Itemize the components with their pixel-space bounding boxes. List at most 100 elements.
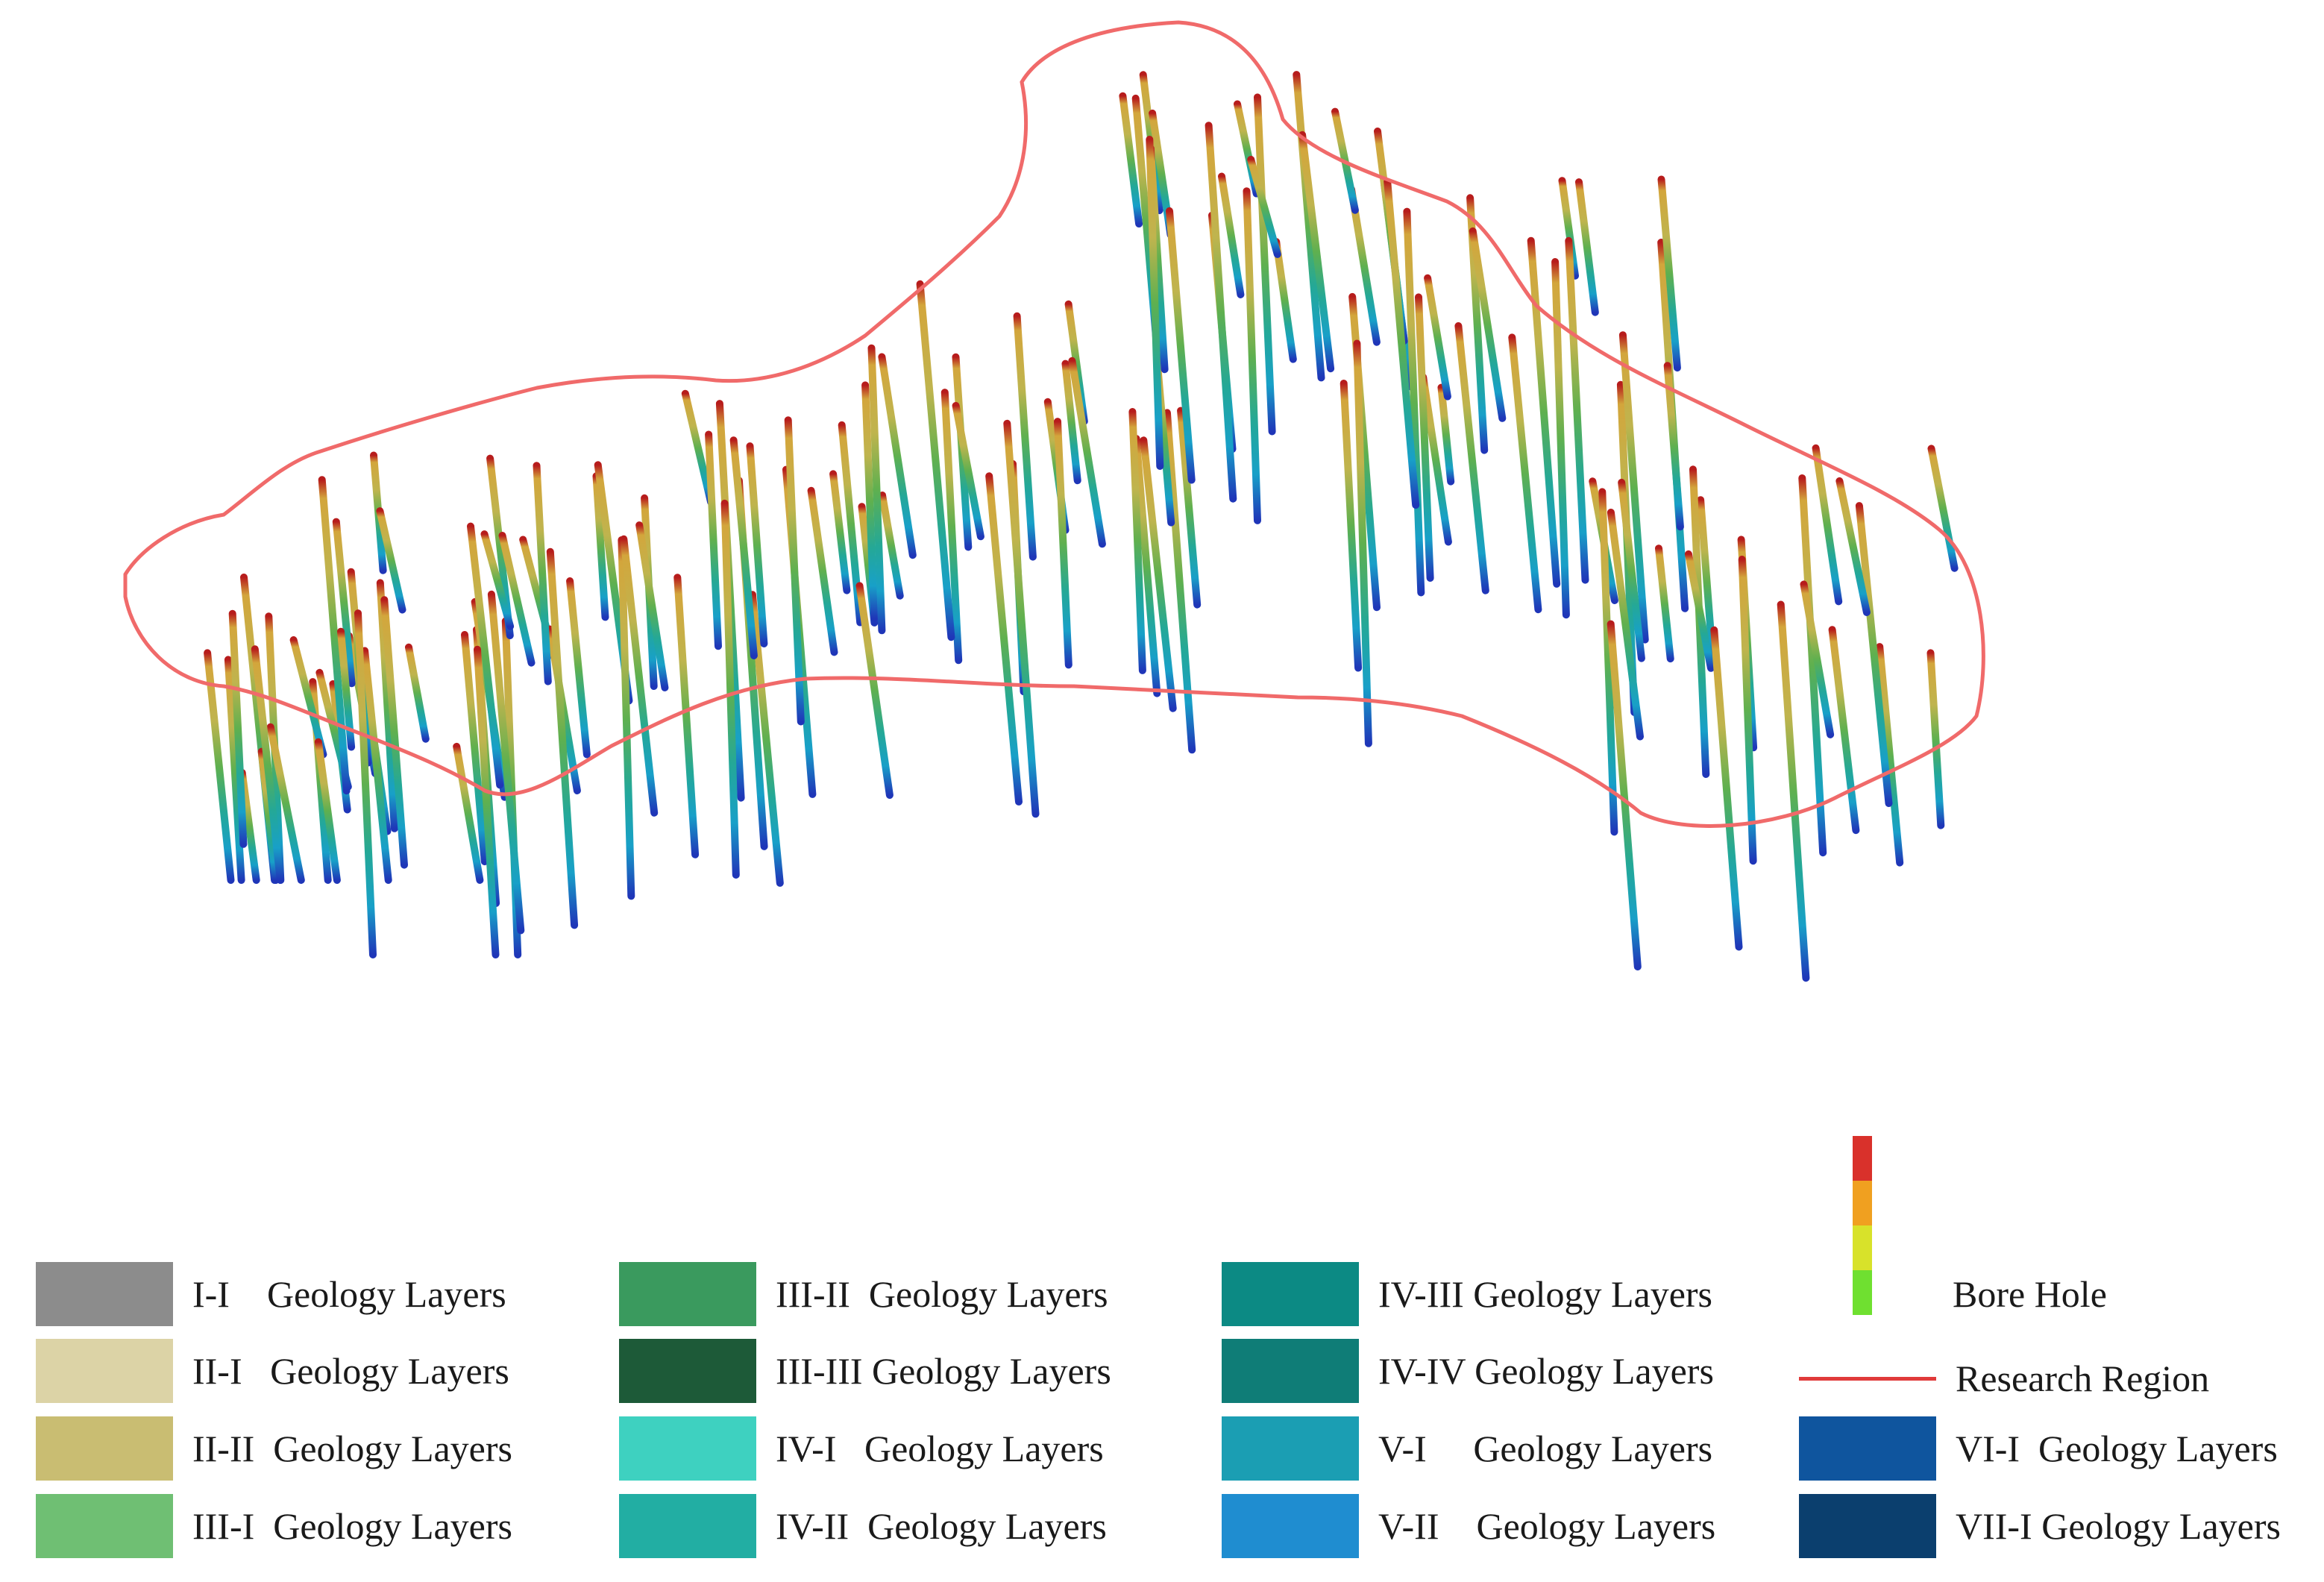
layer-label: V-II Geology Layers: [1378, 1505, 1716, 1547]
layer-label: IV-II Geology Layers: [776, 1505, 1107, 1547]
layer-label: II-II Geology Layers: [192, 1428, 512, 1469]
borehole: [807, 486, 838, 656]
borehole: [1298, 131, 1335, 373]
borehole: [1855, 502, 1893, 807]
borehole: [566, 577, 591, 759]
borehole: [251, 645, 284, 884]
borehole: [1607, 509, 1644, 741]
borehole: [1128, 408, 1146, 674]
borehole: [861, 381, 879, 622]
research-region-outline: [123, 20, 1985, 828]
borehole: [1927, 445, 1959, 572]
borehole: [1132, 435, 1161, 697]
borehole: [480, 530, 515, 630]
bore-hole-swatch: [1853, 1136, 1872, 1315]
legend-item-layer: VII-I Geology Layers: [1799, 1492, 2281, 1560]
borehole: [681, 389, 715, 506]
layer-swatch: [619, 1262, 756, 1326]
borehole: [1527, 236, 1561, 588]
borehole: [1684, 550, 1715, 672]
borehole: [467, 522, 504, 789]
borehole: [289, 636, 327, 759]
layer-label: I-I Geology Layers: [192, 1273, 506, 1315]
legend-item-layer: IV-III Geology Layers: [1222, 1261, 1712, 1328]
borehole: [487, 590, 525, 935]
borehole: [1119, 92, 1143, 227]
borehole: [380, 596, 408, 869]
borehole: [1657, 175, 1681, 372]
borehole: [784, 416, 805, 726]
legend-item-layer: V-II Geology Layers: [1222, 1492, 1715, 1560]
layer-label: III-II Geology Layers: [776, 1273, 1108, 1315]
borehole: [1166, 207, 1196, 484]
borehole: [592, 472, 609, 621]
layer-label: III-I Geology Layers: [192, 1505, 512, 1547]
borehole: [1575, 178, 1599, 316]
borehole: [1738, 556, 1757, 865]
borehole: [354, 609, 377, 958]
borehole: [1003, 419, 1040, 818]
layer-label: IV-I Geology Layers: [776, 1428, 1104, 1469]
borehole: [1177, 407, 1202, 609]
borehole-3d-scene: [123, 20, 1985, 982]
borehole: [1061, 360, 1081, 485]
borehole: [879, 492, 904, 600]
borehole: [1218, 172, 1245, 298]
borehole: [1205, 122, 1237, 503]
borehole: [916, 280, 955, 641]
borehole: [204, 649, 235, 884]
borehole: [985, 472, 1023, 806]
borehole: [867, 344, 886, 635]
borehole: [1415, 293, 1434, 582]
borehole: [1469, 227, 1507, 422]
borehole: [257, 747, 280, 884]
borehole: [1800, 580, 1835, 738]
borehole: [1655, 544, 1674, 663]
borehole: [1293, 71, 1325, 382]
legend-item-layer: IV-I Geology Layers: [619, 1415, 1104, 1482]
borehole: [314, 738, 341, 884]
borehole: [1437, 383, 1455, 486]
borehole: [1340, 380, 1363, 672]
borehole: [266, 723, 305, 884]
legend-item-layer: III-III Geology Layers: [619, 1337, 1111, 1404]
borehole: [1247, 155, 1281, 258]
borehole: [318, 476, 351, 795]
borehole: [1598, 488, 1618, 836]
borehole: [1243, 187, 1261, 524]
borehole: [453, 742, 484, 884]
borehole: [1353, 339, 1372, 747]
borehole: [224, 656, 245, 884]
layer-label: IV-IV Geology Layers: [1378, 1350, 1714, 1392]
layer-swatch: [1799, 1494, 1936, 1558]
borehole: [1013, 312, 1037, 561]
borehole: [1146, 136, 1164, 470]
borehole: [1403, 207, 1425, 597]
borehole-group: [204, 71, 1959, 982]
bore-hole-label: Bore Hole: [1953, 1273, 2107, 1315]
legend-item-layer: I-I Geology Layers: [36, 1261, 506, 1328]
borehole: [498, 532, 536, 667]
borehole: [1454, 322, 1489, 594]
legend-item-layer: V-I Geology Layers: [1222, 1415, 1712, 1482]
borehole: [878, 353, 917, 559]
borehole: [952, 401, 984, 541]
borehole: [1140, 436, 1177, 712]
borehole: [673, 574, 700, 859]
research-region-swatch: [1799, 1346, 1936, 1410]
legend-item-layer: VI-I Geology Layers: [1799, 1415, 2278, 1482]
borehole: [1384, 178, 1420, 509]
borehole: [376, 507, 406, 614]
bore-hole-color-2: [1853, 1181, 1872, 1225]
borehole: [546, 547, 579, 929]
borehole: [405, 643, 430, 743]
borehole: [855, 582, 894, 799]
layer-swatch: [619, 1339, 756, 1403]
borehole: [1618, 478, 1645, 662]
borehole: [618, 536, 635, 900]
legend-item-layer: IV-IV Geology Layers: [1222, 1337, 1714, 1404]
borehole: [1508, 333, 1542, 614]
borehole: [1926, 649, 1945, 829]
research-region-label: Research Region: [1956, 1357, 2210, 1399]
borehole: [228, 609, 248, 848]
